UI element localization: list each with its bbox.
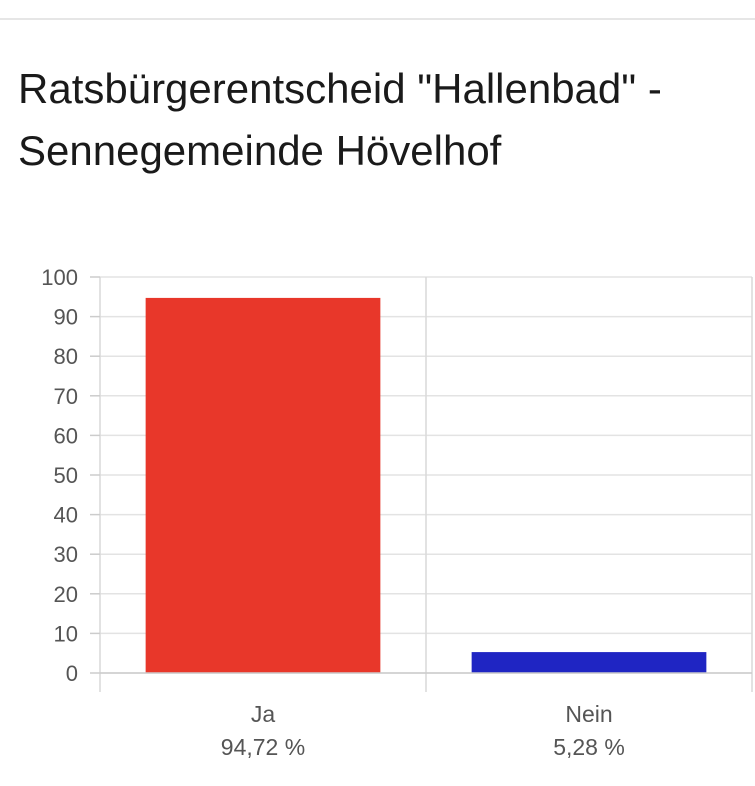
bar-layer [145,297,707,673]
label-layer: 0 10 20 30 40 50 60 70 80 90 100 Ja 94,72 % Nein 5,28 … [41,265,625,760]
bar-ja [145,297,381,673]
y-tick-label: 80 [54,344,78,369]
top-divider [0,18,755,20]
value-label: 94,72 % [221,734,305,760]
bar-chart: 0 10 20 30 40 50 60 70 80 90 100 Ja 94,72 % Nein 5,28 … [41,265,753,760]
y-tick-label: 20 [54,582,78,607]
y-tick-label: 50 [54,463,78,488]
value-label: 5,28 % [553,734,625,760]
y-tick-label: 0 [66,661,78,686]
y-tick-label: 90 [54,305,78,330]
y-tick-label: 40 [54,503,78,528]
y-tick-label: 60 [54,423,78,448]
category-label: Ja [251,701,276,727]
chart-title: Ratsbürgerentscheid "Hallenbad" - Senneg… [18,65,662,174]
bar-nein [471,652,707,673]
y-tick-label: 70 [54,384,78,409]
category-label: Nein [565,701,612,727]
axis-layer [90,276,752,674]
y-tick-label: 10 [54,621,78,646]
y-tick-label: 30 [54,542,78,567]
y-tick-label: 100 [41,265,78,290]
